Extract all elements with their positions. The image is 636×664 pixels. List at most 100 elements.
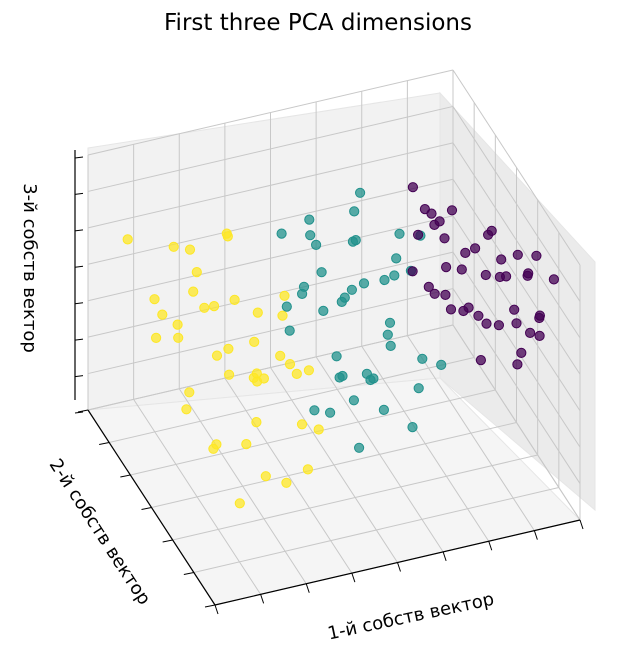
y-tick: [204, 604, 216, 608]
scatter-point-series-3: [211, 439, 222, 450]
scatter-point-series-3: [191, 267, 202, 278]
scatter-point-series-2: [311, 239, 322, 250]
scatter-point-series-1: [496, 254, 507, 265]
scatter-point-series-1: [456, 264, 467, 275]
scatter-point-series-2: [349, 206, 360, 217]
x-tick: [442, 551, 447, 562]
scatter-point-series-1: [501, 271, 512, 282]
scatter-point-series-3: [211, 350, 223, 361]
right-pane: [439, 91, 596, 512]
z-grid-line: [452, 251, 581, 448]
y-tick: [183, 572, 194, 575]
scatter-point-series-1: [413, 229, 424, 240]
scatter-point-series-3: [181, 404, 192, 415]
x-tick: [533, 530, 538, 540]
scatter-point-series-3: [277, 310, 288, 321]
scatter-point-series-1: [512, 359, 523, 370]
z-tick: [74, 302, 84, 305]
scatter-point-series-2: [339, 292, 350, 303]
scatter-point-series-2: [284, 325, 295, 336]
scatter-point-series-3: [251, 368, 262, 379]
z-grid-line: [452, 106, 581, 302]
scatter-point-series-1: [426, 208, 437, 219]
scatter-point-series-1: [480, 269, 491, 281]
z-grid-line: [452, 179, 581, 375]
scatter-point-series-2: [298, 281, 310, 292]
scatter-point-series-3: [275, 350, 286, 361]
z-grid-line: [87, 288, 454, 375]
z-tick: [74, 338, 84, 341]
scatter-point-series-2: [305, 230, 316, 241]
scatter-point-series-2: [281, 301, 292, 312]
scatter-point-series-2: [379, 274, 390, 286]
scatter-point-series-1: [441, 262, 452, 273]
z-tick: [74, 229, 84, 232]
scatter-point-series-3: [251, 417, 262, 428]
scatter-point-series-1: [534, 310, 546, 321]
scatter-points: [122, 182, 560, 509]
scatter-point-series-3: [209, 301, 220, 312]
scatter-point-series-3: [281, 477, 292, 488]
scatter-point-series-1: [481, 318, 492, 329]
z-grid-line: [87, 105, 454, 192]
scatter-point-series-2: [325, 407, 336, 418]
z-grid-line: [452, 142, 581, 339]
scatter-point-series-3: [173, 332, 184, 343]
scatter-point-series-3: [279, 290, 290, 301]
scatter-point-series-3: [223, 343, 234, 354]
z-tick: [74, 375, 84, 378]
scatter-point-series-1: [445, 304, 457, 315]
scatter-point-series-1: [470, 243, 481, 254]
scatter-point-series-2: [334, 372, 345, 383]
scatter-point-series-3: [302, 464, 313, 475]
scatter-point-series-1: [523, 268, 534, 279]
x-axis-label: 1-й собств вектор: [326, 589, 496, 645]
scatter-point-series-3: [184, 244, 196, 255]
axis-ticks: [74, 156, 584, 615]
scatter-point-series-2: [318, 305, 329, 316]
scatter-point-series-2: [346, 284, 357, 295]
x-tick: [579, 519, 584, 530]
scatter-point-series-2: [417, 353, 428, 364]
z-axis-label: 3-й собств вектор: [19, 183, 40, 353]
scatter-point-series-3: [229, 294, 240, 305]
scatter-point-series-1: [516, 347, 527, 358]
z-tick: [74, 192, 84, 195]
scatter-point-series-1: [429, 288, 440, 299]
scatter-point-series-2: [331, 351, 342, 362]
scatter-point-series-1: [473, 310, 484, 321]
scatter-point-series-3: [188, 286, 199, 297]
scatter-point-series-2: [413, 383, 424, 394]
scatter-point-series-1: [439, 233, 450, 244]
z-grid-line: [87, 251, 454, 338]
scatter-point-series-3: [258, 373, 269, 384]
scatter-point-series-3: [149, 294, 160, 305]
scatter-point-series-2: [382, 329, 393, 340]
scatter-point-series-2: [389, 270, 400, 281]
scatter-point-series-1: [525, 327, 536, 338]
scatter-point-series-3: [222, 231, 233, 242]
y-grid-line: [172, 454, 538, 541]
y-tick: [99, 442, 110, 445]
z-grid-line: [87, 215, 454, 302]
scatter-point-series-1: [534, 330, 545, 341]
scatter-point-series-2: [385, 340, 396, 351]
y-grid-line: [130, 389, 496, 476]
scatter-point-series-3: [184, 387, 195, 398]
scatter-point-series-2: [358, 278, 370, 289]
z-tick: [74, 265, 84, 268]
scatter-point-series-2: [276, 228, 287, 239]
scatter-point-series-2: [304, 214, 315, 225]
scatter-point-series-3: [157, 309, 168, 320]
scatter-point-series-2: [316, 267, 327, 278]
z-grid-line: [87, 69, 454, 156]
z-grid-line: [87, 178, 454, 265]
x-tick: [488, 541, 493, 551]
scatter-point-series-2: [407, 422, 418, 433]
scatter-point-series-1: [512, 249, 523, 260]
y-grid-line: [193, 487, 559, 573]
scatter-point-series-1: [460, 247, 471, 258]
scatter-point-series-3: [122, 234, 133, 245]
scatter-point-series-1: [440, 289, 451, 300]
